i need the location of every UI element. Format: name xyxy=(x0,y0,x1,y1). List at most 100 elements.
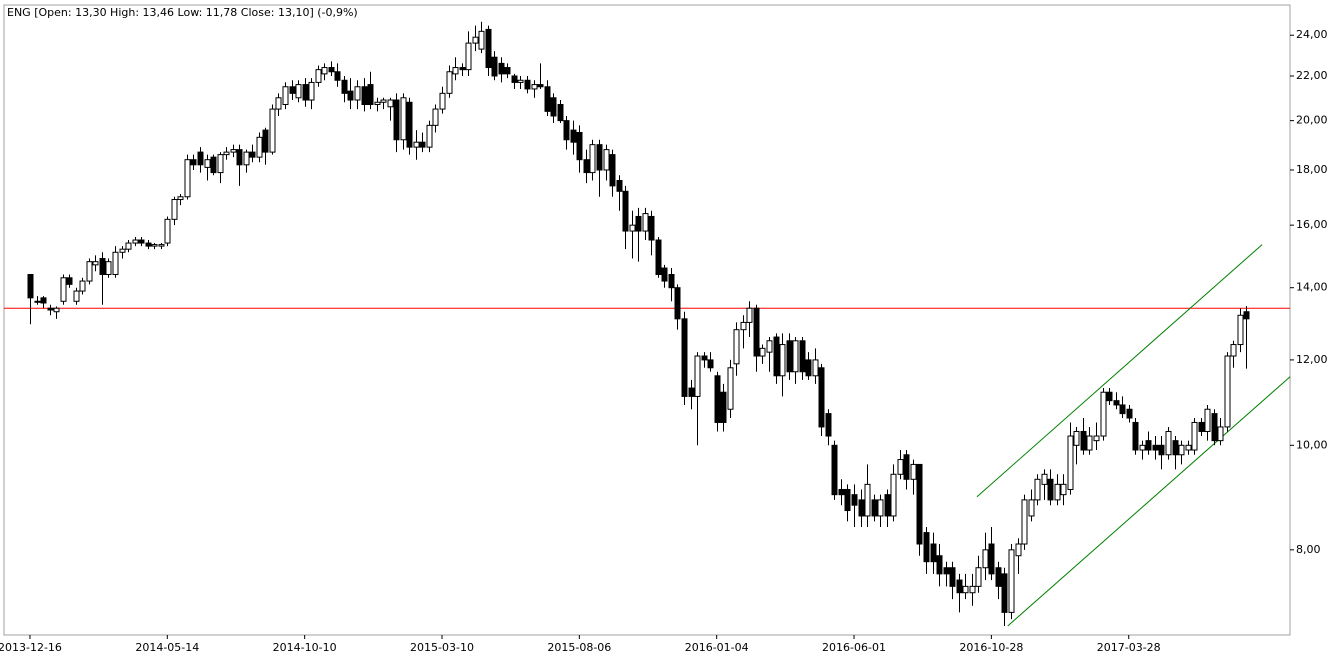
candle-body xyxy=(511,75,518,83)
candle-body xyxy=(1034,478,1041,501)
candle-body xyxy=(674,287,681,320)
candle-body xyxy=(223,151,230,156)
y-tick-label: 22,00 xyxy=(1296,69,1328,82)
candle-body xyxy=(786,340,793,373)
candle-body xyxy=(1204,408,1211,432)
candle-body xyxy=(256,136,263,158)
candle-body xyxy=(491,56,498,77)
candle-body xyxy=(956,579,963,594)
candle-body xyxy=(295,84,302,99)
x-tick-label: 2016-06-01 xyxy=(822,641,886,654)
candle-body xyxy=(746,307,753,323)
candle-body xyxy=(616,180,623,192)
candle-body xyxy=(315,69,322,83)
candle-body xyxy=(1178,444,1185,456)
y-tick-label: 12,00 xyxy=(1296,353,1328,366)
candle-body xyxy=(694,355,701,397)
x-tick-label: 2015-08-06 xyxy=(547,641,611,654)
candle-body xyxy=(1047,478,1054,501)
candle-body xyxy=(825,413,832,437)
candle-body xyxy=(1139,444,1146,451)
candle-body xyxy=(321,67,328,75)
candle-body xyxy=(655,239,662,276)
candle-body xyxy=(171,199,178,220)
candle-body xyxy=(975,567,982,587)
candle-body xyxy=(903,454,910,480)
candle-body xyxy=(1119,404,1126,415)
candle-body xyxy=(184,159,191,198)
trend-line xyxy=(1007,376,1291,627)
candle-body xyxy=(367,84,374,106)
candle-body xyxy=(426,124,433,148)
candle-body xyxy=(446,71,453,94)
candle-body xyxy=(570,129,577,143)
candle-body xyxy=(275,97,282,110)
candle-body xyxy=(884,494,891,517)
candle-body xyxy=(79,280,86,292)
candle-body xyxy=(439,92,446,110)
candle-body xyxy=(86,261,93,282)
candle-body xyxy=(302,84,309,101)
candle-body xyxy=(714,375,721,423)
candle-body xyxy=(204,159,211,168)
candle-body xyxy=(923,532,930,563)
candle-body xyxy=(210,156,217,174)
candle-body xyxy=(910,463,917,480)
candle-body xyxy=(851,494,858,506)
candle-body xyxy=(112,251,119,276)
x-tick-label: 2014-10-10 xyxy=(273,641,337,654)
x-tick-label: 2017-03-28 xyxy=(1097,641,1161,654)
candle-body xyxy=(92,261,99,266)
y-tick-label: 16,00 xyxy=(1296,218,1328,231)
x-tick-label: 2013-12-16 xyxy=(0,641,62,654)
candle-body xyxy=(1021,499,1028,545)
y-tick-label: 10,00 xyxy=(1296,438,1328,451)
candle-body xyxy=(419,141,426,148)
candle-body xyxy=(936,555,943,575)
candle-body xyxy=(1132,421,1139,451)
candle-body xyxy=(1093,435,1100,442)
candle-body xyxy=(1015,543,1022,557)
candle-body xyxy=(766,340,773,353)
candle-body xyxy=(753,307,760,357)
candle-body xyxy=(603,149,610,171)
candle-body xyxy=(380,99,387,103)
candle-body xyxy=(269,108,276,153)
candle-body xyxy=(596,144,603,171)
candle-body xyxy=(27,274,34,299)
candle-body xyxy=(1158,444,1165,456)
candle-body xyxy=(145,242,152,247)
candle-body xyxy=(622,190,629,232)
candle-body xyxy=(982,549,989,569)
candle-body xyxy=(498,62,505,75)
candle-body xyxy=(1211,413,1218,442)
candle-body xyxy=(688,387,695,397)
y-tick-label: 14,00 xyxy=(1296,281,1328,294)
candle-body xyxy=(73,290,80,302)
candle-body xyxy=(236,149,243,166)
y-tick-label: 20,00 xyxy=(1296,114,1328,127)
candle-body xyxy=(334,71,341,81)
candle-body xyxy=(681,318,688,397)
candle-body xyxy=(838,488,845,496)
candle-body xyxy=(119,248,126,253)
candle-body xyxy=(720,391,727,423)
candle-body xyxy=(406,101,413,148)
candle-body xyxy=(289,86,296,94)
candle-body xyxy=(858,499,865,517)
candle-body xyxy=(668,274,675,289)
candle-body xyxy=(1100,391,1107,437)
candle-body xyxy=(759,347,766,357)
candle-body xyxy=(413,141,420,148)
candle-body xyxy=(871,499,878,517)
candle-body xyxy=(34,300,41,303)
candle-body xyxy=(531,84,538,90)
candle-body xyxy=(197,151,204,166)
candle-body xyxy=(916,463,923,545)
candle-body xyxy=(642,213,649,232)
candle-body xyxy=(432,108,439,126)
candle-body xyxy=(504,67,511,75)
x-tick-label: 2016-01-04 xyxy=(685,641,749,654)
candle-body xyxy=(393,99,400,141)
